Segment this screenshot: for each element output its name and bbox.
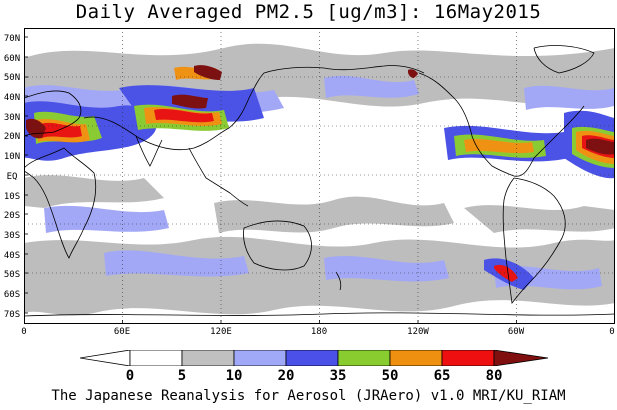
lon-label-120e: 120E: [210, 327, 232, 337]
lat-label-60s: 60S: [3, 290, 21, 300]
pm25-map: [24, 28, 615, 324]
pm25-band-80-plus: [26, 65, 615, 155]
lat-label-10s: 10S: [3, 192, 21, 202]
lat-label-20s: 20S: [3, 211, 21, 221]
lon-label-60e: 60E: [113, 327, 131, 337]
new-zealand-coast: [335, 271, 342, 291]
india-coast: [135, 135, 163, 167]
lon-label-0-left: 0: [21, 327, 27, 337]
south-america-coast: [502, 177, 566, 304]
colorbar-swatch-0: [129, 350, 183, 366]
colorbar-tick-10: 10: [225, 368, 243, 384]
colorbar-arrow-low: [80, 350, 131, 366]
asia-coast: [83, 65, 425, 151]
lat-label-eq: EQ: [6, 172, 18, 182]
greenland-coast: [533, 45, 595, 74]
lat-label-10n: 10N: [3, 152, 21, 162]
lat-label-50s: 50S: [3, 270, 21, 280]
graticule: [24, 28, 615, 324]
colorbar-tick-50: 50: [381, 368, 399, 384]
colorbar-tick-65: 65: [433, 368, 451, 384]
colorbar-swatch-3: [285, 350, 339, 366]
lat-label-70n: 70N: [3, 34, 21, 44]
lon-label-60w: 60W: [507, 327, 525, 337]
map-border: [24, 28, 615, 324]
lat-label-50n: 50N: [3, 73, 21, 83]
lat-label-60n: 60N: [3, 54, 21, 64]
se-asia-coast: [188, 147, 249, 207]
footer-credit: The Japanese Reanalysis for Aerosol (JRA…: [51, 388, 566, 404]
africa-coast: [24, 147, 97, 259]
map-title: Daily Averaged PM2.5 [ug/m3]: 16May2015: [75, 1, 542, 23]
colorbar-arrow-high: [493, 350, 549, 366]
lat-label-70s: 70S: [3, 310, 21, 320]
colorbar-swatch-1: [181, 350, 235, 366]
europe-coast: [24, 90, 82, 137]
lat-label-40n: 40N: [3, 93, 21, 103]
colorbar-tick-5: 5: [177, 368, 187, 384]
coastlines: [24, 45, 615, 317]
colorbar: [80, 350, 549, 366]
lon-label-120w: 120W: [407, 327, 429, 337]
colorbar-swatch-2: [233, 350, 287, 366]
colorbar-swatch-5: [389, 350, 443, 366]
australia-coast: [243, 220, 312, 271]
colorbar-swatch-6: [441, 350, 495, 366]
lat-label-30n: 30N: [3, 113, 21, 123]
colorbar-swatch-4: [337, 350, 391, 366]
colorbar-tick-80: 80: [485, 368, 503, 384]
lon-label-0-right: 0: [609, 327, 615, 337]
colorbar-tick-20: 20: [277, 368, 295, 384]
antarctica-coast: [24, 312, 615, 317]
colorbar-tick-0: 0: [125, 368, 135, 384]
lat-label-40s: 40S: [3, 251, 21, 261]
lon-label-180: 180: [310, 327, 328, 337]
lat-label-20n: 20N: [3, 132, 21, 142]
north-america-coast: [418, 72, 585, 177]
lat-label-30s: 30S: [3, 231, 21, 241]
colorbar-tick-35: 35: [329, 368, 347, 384]
